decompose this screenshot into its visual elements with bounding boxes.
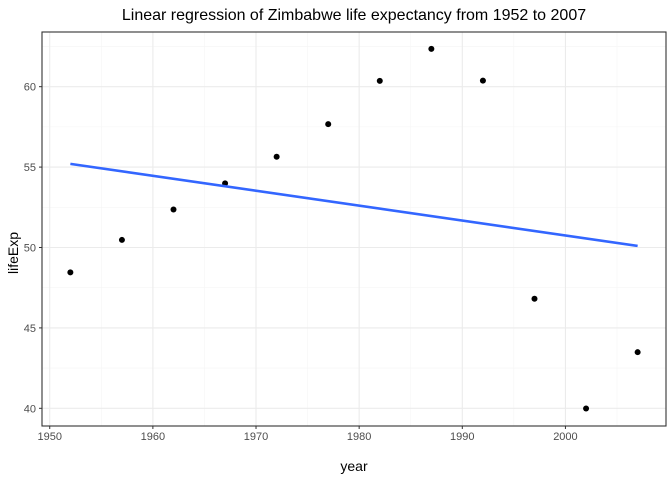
- y-tick-label: 45: [24, 323, 36, 335]
- x-tick-label: 1960: [141, 431, 165, 443]
- regression-line: [70, 162, 638, 248]
- data-point: [273, 153, 280, 160]
- panel-background: [42, 32, 666, 426]
- data-point: [118, 236, 125, 243]
- y-tick-label: 50: [24, 242, 36, 254]
- data-point: [583, 405, 590, 412]
- data-point: [428, 45, 435, 52]
- plot-panel: 1950 1960 1970 1980 1990 2000 40 45 50 55 60: [24, 31, 667, 443]
- x-tick-label: 1980: [347, 431, 371, 443]
- y-tick-label: 60: [24, 82, 36, 94]
- chart-title: Linear regression of Zimbabwe life expec…: [122, 7, 586, 24]
- x-tick-label: 1970: [244, 431, 268, 443]
- x-tick-label: 1990: [450, 431, 474, 443]
- y-tick-label: 55: [24, 162, 36, 174]
- x-tick-label: 2000: [553, 431, 577, 443]
- data-point: [479, 77, 486, 84]
- data-point: [531, 295, 538, 302]
- panel-border: [41, 31, 667, 427]
- x-tick-label: 1950: [37, 431, 61, 443]
- data-point: [325, 121, 332, 128]
- data-point: [376, 77, 383, 84]
- data-point: [67, 269, 74, 276]
- data-point: [170, 206, 177, 213]
- y-axis-label: lifeExp: [5, 232, 21, 274]
- y-tick-label: 40: [24, 403, 36, 415]
- data-point: [634, 349, 641, 356]
- x-axis-label: year: [340, 458, 368, 474]
